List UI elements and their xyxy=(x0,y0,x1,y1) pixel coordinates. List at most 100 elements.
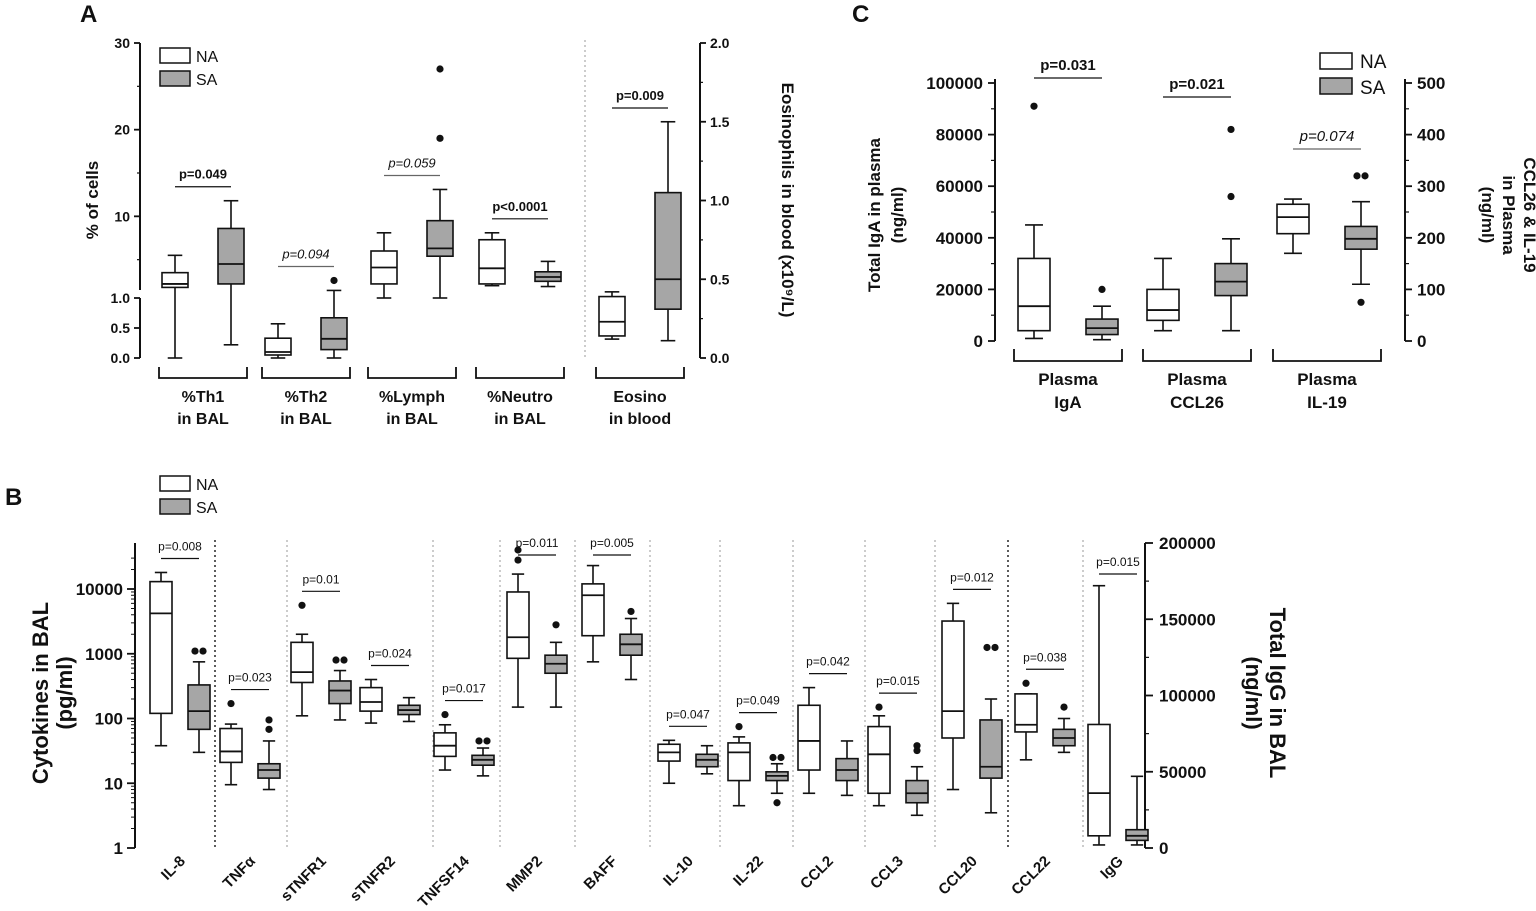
legend-swatch-na xyxy=(159,47,191,64)
box-iqr xyxy=(433,732,457,758)
panel-c-group-bracket xyxy=(1142,349,1252,362)
panel-b-group-label: BAFF xyxy=(581,853,621,893)
panel-b-pvalue-label: p=0.038 xyxy=(1023,650,1067,664)
panel-b-right-tick-label: 50000 xyxy=(1159,763,1206,782)
panel-b-box-sa xyxy=(1052,703,1076,754)
panel-a-right-axis-title: Eosinophils in blood (x10⁹/L) xyxy=(778,83,797,318)
panel-a-group-label: %Lymph xyxy=(379,389,445,406)
outlier-point xyxy=(991,643,999,652)
outlier-point xyxy=(735,722,743,731)
panel-c-right-tick-label: 0 xyxy=(1417,332,1426,351)
panel-c-group-label: Plasma xyxy=(1297,370,1357,389)
panel-c-right-axis-title-line2: in Plasma xyxy=(1499,175,1518,255)
panel-a-left-tick-label: 10 xyxy=(114,208,130,224)
outlier-point xyxy=(1227,192,1235,201)
box-iqr xyxy=(478,238,506,285)
panel-c-group-bracket xyxy=(1272,349,1382,362)
panel-a-left-tick-label: 20 xyxy=(114,122,130,138)
panel-b-pvalue-label: p=0.012 xyxy=(950,570,994,584)
panel-a-group-label: in BAL xyxy=(280,411,332,428)
panel-a-eosino-box-na xyxy=(598,291,626,340)
panel-b-pvalue-label: p=0.008 xyxy=(158,539,202,553)
panel-b-group-label: MMP2 xyxy=(503,853,546,896)
panel-b-box-sa xyxy=(835,740,859,797)
panel-b-pvalue-label: p=0.011 xyxy=(516,536,559,550)
box-iqr xyxy=(1014,693,1038,733)
panel-c-box-sa xyxy=(1085,285,1119,341)
panel-a-group-label: %Th2 xyxy=(285,389,328,406)
outlier-point xyxy=(1022,679,1030,687)
outlier-point xyxy=(340,656,348,664)
outlier-point xyxy=(1098,285,1106,293)
panel-b-group-label: IL-22 xyxy=(730,853,767,890)
panel-b-box-sa xyxy=(905,742,929,817)
panel-b-right-tick-label: 0 xyxy=(1159,839,1168,858)
panel-c-pvalue-label: p=0.021 xyxy=(1169,76,1224,93)
box-iqr xyxy=(320,316,348,351)
legend-label-na: NA xyxy=(196,49,219,66)
panel-c-box-na xyxy=(1017,102,1051,340)
panel-b-box-sa xyxy=(397,696,421,723)
panel-b-group-label: IgG xyxy=(1097,853,1127,883)
outlier-point xyxy=(475,737,483,745)
panel-c-group-label: Plasma xyxy=(1038,370,1098,389)
panel-b-box-na xyxy=(657,739,681,785)
panel-b-group-label: TNFSF14 xyxy=(415,852,473,910)
box-iqr xyxy=(1085,318,1119,336)
panel-c-letter: C xyxy=(852,1,869,28)
panel-b-box-na xyxy=(727,722,751,807)
outlier-point xyxy=(298,601,306,609)
panel-c-box-na xyxy=(1146,257,1180,332)
panel-c-left-tick-label: 100000 xyxy=(926,74,983,93)
panel-a-right-tick-label: 0.5 xyxy=(710,271,730,287)
panel-b-box-na xyxy=(867,703,891,807)
box-iqr xyxy=(654,191,682,310)
panel-b-box-na xyxy=(433,710,457,771)
box-iqr xyxy=(1017,257,1051,332)
outlier-point xyxy=(436,134,444,142)
panel-c-group-label: IL-19 xyxy=(1307,393,1347,412)
panel-b-box-na xyxy=(941,602,965,791)
panel-a-box-sa xyxy=(320,276,348,359)
chart-marks: 0.00.51.01020300.00.51.01.52.0p=0.049%Th… xyxy=(76,35,1446,911)
panel-a-box-na xyxy=(264,322,292,359)
box-iqr xyxy=(797,704,821,771)
panel-a-right-tick-label: 2.0 xyxy=(710,35,730,51)
outlier-point xyxy=(514,556,522,564)
panel-c-right-axis-title-line3: (ng/ml) xyxy=(1478,187,1497,244)
box-iqr xyxy=(359,686,383,712)
panel-a-left-tick-label: 30 xyxy=(114,35,130,51)
panel-b-group-label: CCL22 xyxy=(1008,853,1054,899)
panel-b-pvalue-label: p=0.049 xyxy=(736,694,780,708)
panel-c-left-tick-label: 20000 xyxy=(936,280,983,299)
panel-b-group-label: CCL20 xyxy=(935,853,981,899)
panel-a-group-bracket xyxy=(595,367,685,379)
panel-b-right-axis-title-line2: (ng/ml) xyxy=(1241,656,1266,729)
panel-a-group-bracket xyxy=(367,367,457,379)
panel-b-group-label: sTNFR2 xyxy=(347,853,399,905)
panel-a-pvalue-label: p<0.0001 xyxy=(492,199,547,214)
panel-b-box-na xyxy=(797,686,821,795)
panel-b-left-tick-label: 1000 xyxy=(85,645,123,664)
outlier-point xyxy=(913,742,921,750)
outlier-point xyxy=(875,703,883,711)
panel-c-box-sa xyxy=(1344,172,1378,306)
panel-b-igg-box-na xyxy=(1087,584,1111,846)
panel-b-pvalue-label: p=0.047 xyxy=(666,707,710,721)
outlier-point xyxy=(769,753,777,762)
panel-b-left-axis-title-line2: (pg/ml) xyxy=(52,656,77,729)
box-iqr xyxy=(328,680,352,705)
outlier-point xyxy=(1361,172,1369,180)
box-iqr xyxy=(1214,262,1248,297)
panel-b-box-na xyxy=(219,699,243,786)
panel-a-right-tick-label: 1.0 xyxy=(710,193,730,209)
outlier-point xyxy=(514,546,522,554)
panel-a-group-label: in BAL xyxy=(494,411,546,428)
panel-b-box-na xyxy=(290,601,314,717)
outlier-point xyxy=(483,737,491,745)
panel-b-box-sa xyxy=(765,753,789,807)
panel-a-right-tick-label: 0.0 xyxy=(710,350,730,366)
legend-label-na: NA xyxy=(196,477,219,494)
outlier-point xyxy=(330,276,338,285)
panel-a-box-sa xyxy=(217,199,245,346)
